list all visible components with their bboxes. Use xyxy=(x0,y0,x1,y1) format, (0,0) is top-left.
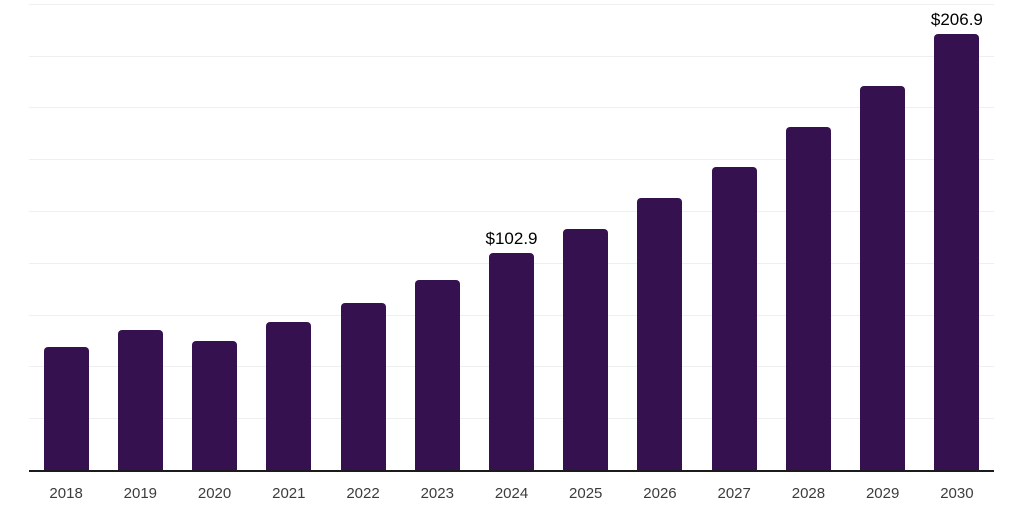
bar-2019 xyxy=(117,330,163,470)
bar-2024 xyxy=(489,253,534,470)
x-axis-line xyxy=(29,470,994,472)
x-axis-label-2027: 2027 xyxy=(717,485,751,502)
x-axis-label-2026: 2026 xyxy=(643,485,677,502)
x-axis-label-2024: 2024 xyxy=(494,485,529,502)
x-axis-label-2029: 2029 xyxy=(865,485,900,502)
bar-2030 xyxy=(934,34,980,470)
gridline xyxy=(29,55,994,57)
bar-2027 xyxy=(711,167,757,470)
bar-2023 xyxy=(414,280,460,470)
bar-2026 xyxy=(637,197,683,470)
x-axis-label-2028: 2028 xyxy=(791,485,826,502)
bar-2022 xyxy=(340,303,386,470)
x-axis-label-2030: 2030 xyxy=(940,485,974,502)
gridline xyxy=(29,211,994,212)
x-axis-label-2025: 2025 xyxy=(569,485,603,502)
gridline xyxy=(29,107,994,109)
x-axis-label-2018: 2018 xyxy=(49,485,83,502)
bar-2029 xyxy=(860,85,906,470)
gridline xyxy=(29,3,994,5)
x-axis-label-2023: 2023 xyxy=(420,485,454,502)
bar-2020 xyxy=(192,341,238,470)
x-axis-label-2021: 2021 xyxy=(272,485,306,502)
bar-2018 xyxy=(43,347,89,470)
gridline xyxy=(29,159,994,161)
bar-2025 xyxy=(563,229,609,470)
x-axis-label-2022: 2022 xyxy=(346,485,380,502)
bar-2028 xyxy=(785,127,831,470)
data-label-2024: $102.9 xyxy=(485,229,538,249)
data-label-2030: $206.9 xyxy=(930,10,983,30)
x-axis-label-2019: 2019 xyxy=(123,485,158,502)
bar-2021 xyxy=(266,322,312,470)
x-axis-label-2020: 2020 xyxy=(197,485,232,502)
